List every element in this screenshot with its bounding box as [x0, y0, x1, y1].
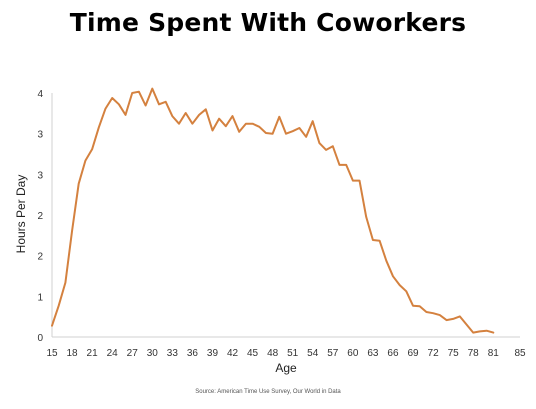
x-tick-label: 24 — [107, 348, 119, 359]
series-group — [51, 87, 495, 334]
y-axis-label: Hours Per Day — [14, 175, 28, 254]
x-tick-label: 69 — [407, 348, 419, 359]
series-line — [51, 87, 495, 334]
x-tick-label: 51 — [287, 348, 299, 359]
x-tick-label: 57 — [327, 348, 339, 359]
x-tick-label: 45 — [247, 348, 259, 359]
x-tick-label: 63 — [367, 348, 379, 359]
x-tick-label: 78 — [468, 348, 480, 359]
y-tick-label: 4 — [37, 89, 43, 100]
y-tick-label: 3 — [37, 170, 43, 181]
x-tick-label: 36 — [187, 348, 199, 359]
x-tick-label: 48 — [267, 348, 279, 359]
y-tick-label: 0 — [37, 333, 43, 344]
x-tick-label: 39 — [207, 348, 219, 359]
x-tick-label: 18 — [66, 348, 78, 359]
source-note: Source: American Time Use Survey, Our Wo… — [195, 389, 341, 395]
x-tick-label: 54 — [307, 348, 319, 359]
x-tick-label: 33 — [167, 348, 179, 359]
y-tick-labels: 0 1 2 2 3 3 4 — [37, 89, 43, 344]
y-tick-label: 3 — [37, 130, 43, 141]
x-axis-label: Age — [275, 361, 297, 375]
x-tick-label: 42 — [227, 348, 239, 359]
x-tick-label: 21 — [87, 348, 99, 359]
y-tick-label: 2 — [37, 211, 43, 222]
x-tick-label: 72 — [428, 348, 440, 359]
x-tick-label: 81 — [488, 348, 500, 359]
y-tick-label: 2 — [37, 252, 43, 263]
x-tick-label: 85 — [514, 348, 526, 359]
x-tick-labels: 15 18 21 24 27 30 33 36 39 42 45 48 51 54 57 60 63 66 69 72… — [46, 348, 526, 359]
y-tick-label: 1 — [37, 292, 43, 303]
x-tick-label: 75 — [448, 348, 460, 359]
x-tick-label: 30 — [147, 348, 159, 359]
x-tick-label: 60 — [347, 348, 359, 359]
x-tick-label: 27 — [127, 348, 139, 359]
axes — [51, 93, 520, 338]
chart-title: Time Spent With Coworkers — [69, 8, 467, 37]
x-tick-label: 66 — [387, 348, 399, 359]
x-tick-label: 15 — [46, 348, 58, 359]
